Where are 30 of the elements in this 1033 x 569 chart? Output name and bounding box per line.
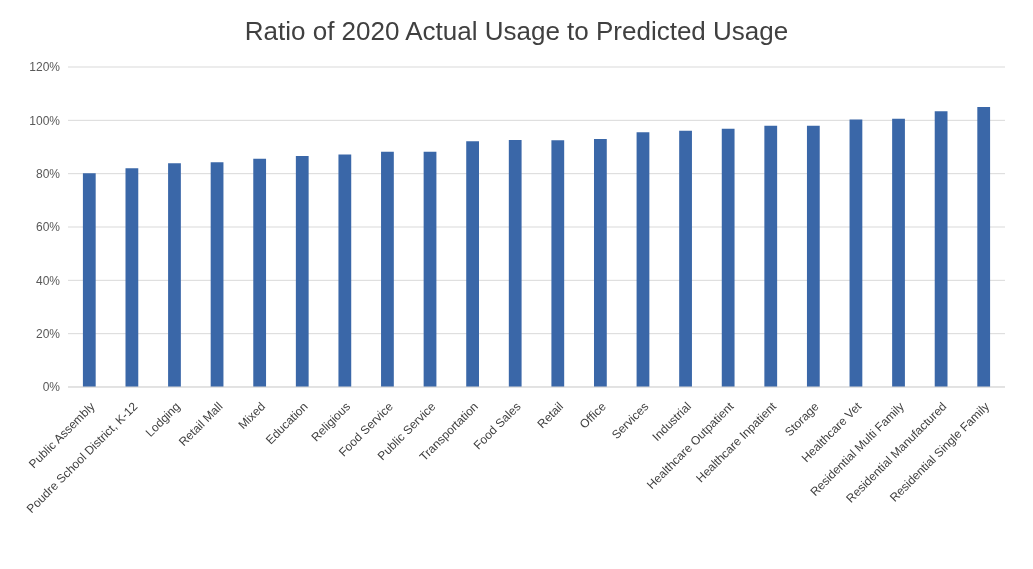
y-tick-label: 40%: [35, 273, 61, 288]
y-tick-label: 20%: [35, 326, 61, 341]
bar: [338, 154, 352, 387]
chart-title: Ratio of 2020 Actual Usage to Predicted Usage: [243, 16, 790, 47]
bar: [253, 158, 267, 387]
bar: [295, 156, 309, 387]
bar: [210, 162, 224, 387]
bar: [423, 151, 437, 387]
bar: [764, 125, 778, 387]
bar: [551, 140, 565, 387]
bar: [594, 139, 607, 387]
bar: [466, 141, 479, 387]
bar: [849, 119, 863, 387]
bar: [381, 151, 394, 387]
bar: [892, 118, 905, 387]
y-tick-label: 100%: [29, 113, 61, 128]
y-tick-label: 60%: [35, 220, 61, 235]
bar: [168, 163, 181, 387]
bar: [977, 107, 991, 387]
bar: [721, 128, 735, 387]
y-tick-label: 80%: [35, 166, 61, 181]
bar: [806, 125, 820, 387]
y-tick-label: 0%: [42, 380, 61, 395]
bar: [636, 132, 650, 387]
bar: [125, 168, 139, 387]
bar: [679, 130, 692, 387]
bar: [508, 140, 522, 387]
bar: [934, 111, 948, 387]
y-tick-label: 120%: [29, 60, 61, 75]
bar: [82, 173, 96, 387]
